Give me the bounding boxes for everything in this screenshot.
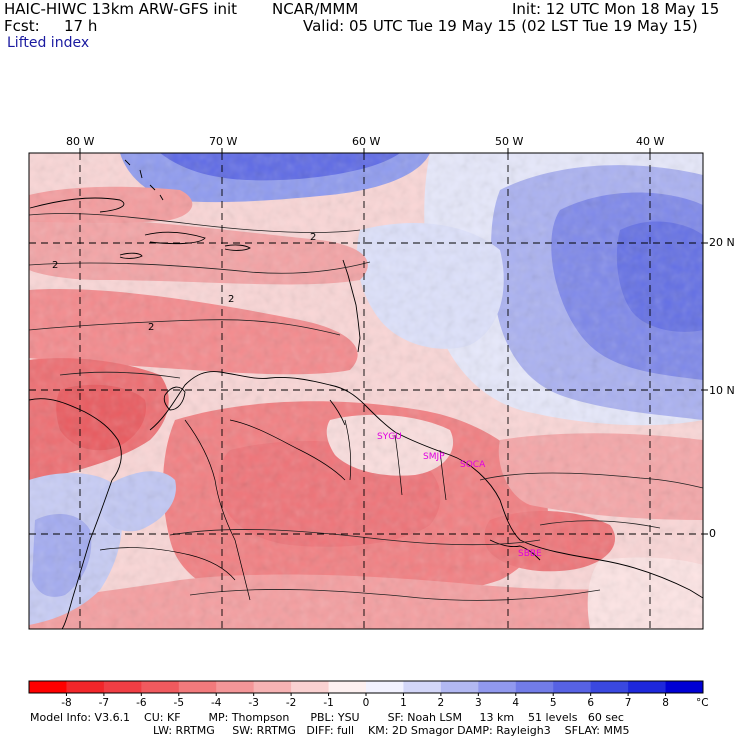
colorbar-swatch bbox=[515, 681, 554, 693]
colorbar-swatch bbox=[590, 681, 629, 693]
station-sbbe: SBBE bbox=[518, 549, 542, 559]
colorbar-swatch bbox=[328, 681, 367, 693]
contour-label: 2 bbox=[228, 294, 234, 305]
field-name: Lifted index bbox=[7, 35, 90, 51]
center-label: NCAR/MMM bbox=[272, 0, 359, 18]
colorbar-swatch bbox=[628, 681, 667, 693]
lon-label-40w: 40 W bbox=[636, 135, 665, 148]
colorbar-tick-label: -8 bbox=[61, 697, 71, 709]
colorbar-tick-label: 2 bbox=[438, 697, 445, 709]
colorbar-swatch bbox=[253, 681, 292, 693]
colorbar-tick-label: 7 bbox=[625, 697, 632, 709]
colorbar-swatch bbox=[403, 681, 442, 693]
lat-label-0: 0 bbox=[709, 527, 716, 540]
colorbar-tick-label: 5 bbox=[550, 697, 557, 709]
colorbar-swatch bbox=[553, 681, 592, 693]
colorbar-tick-label: 1 bbox=[400, 697, 407, 709]
contours bbox=[29, 213, 703, 601]
lon-label-50w: 50 W bbox=[495, 135, 524, 148]
colorbar-swatch bbox=[103, 681, 142, 693]
contour-label: 2 bbox=[148, 322, 154, 333]
forecast-label: Fcst: bbox=[4, 17, 40, 35]
station-smjp: SMJP bbox=[423, 452, 445, 462]
lat-lon-grid bbox=[29, 153, 703, 629]
colorbar-swatch bbox=[291, 681, 330, 693]
colorbar-tick-label: 8 bbox=[662, 697, 669, 709]
model-title: HAIC-HIWC 13km ARW-GFS init bbox=[4, 0, 238, 18]
colorbar-swatch bbox=[440, 681, 479, 693]
contour-label: 2 bbox=[52, 260, 58, 271]
map-frame bbox=[28, 152, 704, 630]
colorbar-tick-label: -1 bbox=[323, 697, 333, 709]
lifted-index-field bbox=[29, 153, 703, 629]
valid-time: Valid: 05 UTC Tue 19 May 15 (02 LST Tue … bbox=[303, 17, 698, 35]
station-sygu: SYGU bbox=[377, 432, 402, 442]
axis-ticks bbox=[79, 148, 708, 535]
model-info-line2: LW: RRTMG SW: RRTMG DIFF: full KM: 2D Sm… bbox=[153, 724, 630, 737]
colorbar-tick-label: -5 bbox=[174, 697, 184, 709]
colorbar-swatch bbox=[216, 681, 255, 693]
lat-label-10n: 10 N bbox=[709, 384, 735, 397]
lon-label-60w: 60 W bbox=[352, 135, 381, 148]
colorbar-swatch bbox=[665, 681, 704, 693]
colorbar-swatch bbox=[141, 681, 180, 693]
colorbar-swatch bbox=[478, 681, 517, 693]
lon-label-70w: 70 W bbox=[209, 135, 238, 148]
colorbar-tick-label: 3 bbox=[475, 697, 482, 709]
colorbar-tick-label: -7 bbox=[99, 697, 109, 709]
colorbar-swatch bbox=[178, 681, 217, 693]
colorbar-tick-label: 4 bbox=[512, 697, 519, 709]
colorbar-swatch bbox=[29, 681, 67, 693]
model-info-line1: Model Info: V3.6.1 CU: KF MP: Thompson P… bbox=[30, 711, 624, 724]
colorbar-tick-label: 6 bbox=[587, 697, 594, 709]
colorbar-swatch bbox=[66, 681, 105, 693]
init-time: Init: 12 UTC Mon 18 May 15 bbox=[512, 0, 720, 18]
colorbar: -8 -7 -6 -5 -4 -3 -2 -1 0 1 2 3 4 5 6 7 8 °C bbox=[28, 680, 709, 709]
colorbar-tick-label: 0 bbox=[363, 697, 370, 709]
colorbar-swatch bbox=[366, 681, 404, 693]
colorbar-tick-label: -2 bbox=[286, 697, 296, 709]
contour-label: 2 bbox=[310, 232, 316, 243]
lon-label-80w: 80 W bbox=[66, 135, 95, 148]
colorbar-tick-label: -6 bbox=[136, 697, 147, 709]
forecast-hour: 17 h bbox=[64, 17, 98, 35]
colorbar-tick-label: -4 bbox=[211, 697, 222, 709]
station-soca: SOCA bbox=[460, 460, 486, 470]
colorbar-tick-label: -3 bbox=[248, 697, 258, 709]
lat-label-20n: 20 N bbox=[709, 236, 735, 249]
contour-labels: 2 2 2 2 bbox=[52, 232, 316, 333]
colorbar-unit: °C bbox=[696, 697, 709, 709]
